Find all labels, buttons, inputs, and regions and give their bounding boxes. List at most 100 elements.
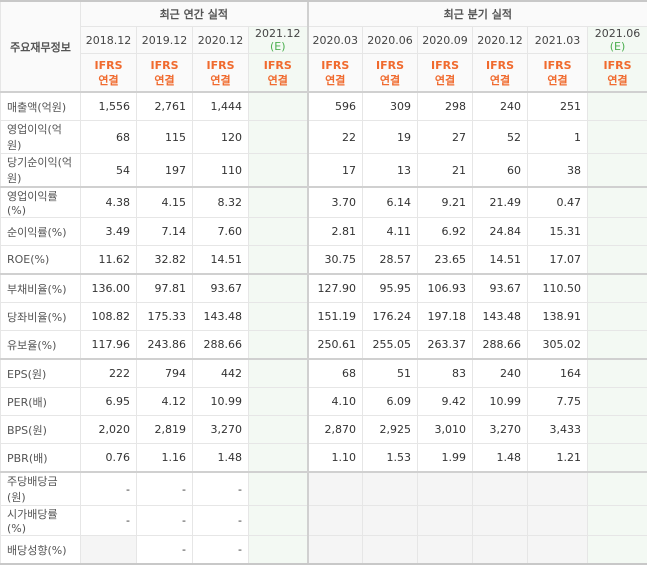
- cell-value: [418, 536, 473, 565]
- cell-value: 2.81: [308, 218, 363, 246]
- cell-value: 93.67: [473, 274, 528, 303]
- cell-value: [249, 331, 308, 360]
- cell-value: 2,870: [308, 416, 363, 444]
- cell-value: [249, 303, 308, 331]
- cell-value: 13: [363, 154, 418, 188]
- row-label: BPS(원): [1, 416, 81, 444]
- cell-value: 1.48: [193, 444, 249, 473]
- cell-value: [308, 536, 363, 565]
- cell-value: 24.84: [473, 218, 528, 246]
- consolidated-label: 연결: [380, 74, 400, 87]
- cell-value: 106.93: [418, 274, 473, 303]
- row-label: 부채비율(%): [1, 274, 81, 303]
- cell-value: [588, 359, 647, 388]
- period-header: 2021.03: [528, 27, 588, 54]
- cell-value: [249, 472, 308, 506]
- cell-value: 115: [137, 121, 193, 154]
- cell-value: 4.11: [363, 218, 418, 246]
- period-header: 2020.09: [418, 27, 473, 54]
- period-header: 2018.12: [81, 27, 137, 54]
- cell-value: 27: [418, 121, 473, 154]
- ifrs-label: IFRS: [431, 59, 459, 72]
- cell-value: 143.48: [473, 303, 528, 331]
- row-label: 당좌비율(%): [1, 303, 81, 331]
- cell-value: 2,761: [137, 92, 193, 121]
- cell-value: [81, 536, 137, 565]
- cell-value: 68: [81, 121, 137, 154]
- consolidated-label: 연결: [268, 74, 288, 87]
- cell-value: 3,010: [418, 416, 473, 444]
- cell-value: 93.67: [193, 274, 249, 303]
- period-header: 2020.12: [193, 27, 249, 54]
- period-label: 2020.03: [313, 34, 359, 47]
- ifrs-label: IFRS: [376, 59, 404, 72]
- cell-value: [363, 536, 418, 565]
- consolidated-label: 연결: [325, 74, 345, 87]
- cell-value: [249, 246, 308, 275]
- cell-value: 6.14: [363, 187, 418, 218]
- cell-value: 6.09: [363, 388, 418, 416]
- cell-value: 250.61: [308, 331, 363, 360]
- cell-value: 10.99: [473, 388, 528, 416]
- cell-value: [588, 274, 647, 303]
- cell-value: [363, 506, 418, 536]
- cell-value: 0.47: [528, 187, 588, 218]
- row-label: 시가배당률(%): [1, 506, 81, 536]
- cell-value: [588, 303, 647, 331]
- cell-value: [588, 388, 647, 416]
- row-label: 유보율(%): [1, 331, 81, 360]
- period-header: 2020.12: [473, 27, 528, 54]
- cell-value: 136.00: [81, 274, 137, 303]
- cell-value: [588, 506, 647, 536]
- period-label: 2021.12: [255, 27, 301, 40]
- cell-value: [588, 154, 647, 188]
- cell-value: 164: [528, 359, 588, 388]
- table-row: 시가배당률(%)---: [1, 506, 647, 536]
- period-header: 2019.12: [137, 27, 193, 54]
- cell-value: 305.02: [528, 331, 588, 360]
- cell-value: 176.24: [363, 303, 418, 331]
- cell-value: 1.21: [528, 444, 588, 473]
- cell-value: 7.14: [137, 218, 193, 246]
- period-label: 2020.12: [198, 34, 244, 47]
- cell-value: 10.99: [193, 388, 249, 416]
- cell-value: [588, 218, 647, 246]
- cell-value: 1.16: [137, 444, 193, 473]
- cell-value: 14.51: [193, 246, 249, 275]
- cell-value: 23.65: [418, 246, 473, 275]
- period-header: 2020.06: [363, 27, 418, 54]
- cell-value: [249, 359, 308, 388]
- cell-value: 30.75: [308, 246, 363, 275]
- estimate-marker: (E): [610, 40, 626, 53]
- row-label: 배당성향(%): [1, 536, 81, 565]
- cell-value: 2,020: [81, 416, 137, 444]
- cell-value: -: [193, 472, 249, 506]
- cell-value: 3,270: [473, 416, 528, 444]
- annual-header: 최근 연간 실적: [81, 1, 308, 27]
- header-label: 주요재무정보: [1, 1, 81, 92]
- cell-value: 68: [308, 359, 363, 388]
- cell-value: 288.66: [193, 331, 249, 360]
- cell-value: [363, 472, 418, 506]
- cell-value: [528, 536, 588, 565]
- cell-value: [473, 472, 528, 506]
- cell-value: [249, 388, 308, 416]
- cell-value: [473, 506, 528, 536]
- cell-value: 28.57: [363, 246, 418, 275]
- cell-value: 442: [193, 359, 249, 388]
- ifrs-label: IFRS: [207, 59, 235, 72]
- cell-value: 240: [473, 359, 528, 388]
- row-label: 영업이익률(%): [1, 187, 81, 218]
- cell-value: 38: [528, 154, 588, 188]
- cell-value: 15.31: [528, 218, 588, 246]
- period-label: 2020.06: [367, 34, 413, 47]
